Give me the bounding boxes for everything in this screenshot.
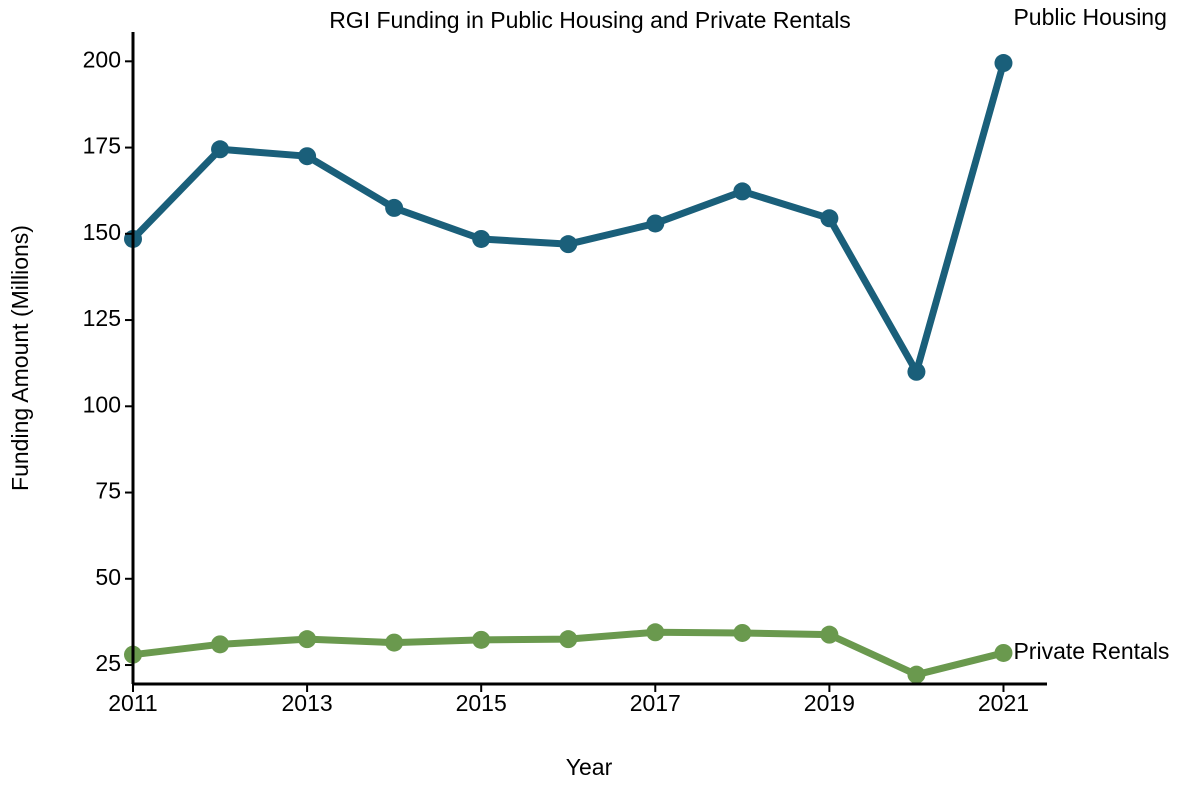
y-tick-label: 25	[95, 650, 121, 676]
y-tick-label: 100	[83, 391, 121, 417]
data-point	[994, 643, 1013, 662]
x-tick-label: 2013	[282, 690, 333, 716]
x-tick-label: 2019	[804, 690, 855, 716]
x-axis: 2011 2013 2015 2017 2019 2021	[108, 682, 1047, 716]
data-point	[211, 140, 230, 159]
y-tick-label: 125	[83, 305, 121, 331]
series-end-label: Public Housing	[1013, 4, 1166, 30]
x-axis-label: Year	[566, 754, 613, 780]
data-point	[298, 147, 317, 166]
data-point	[472, 229, 491, 248]
y-tick-label: 200	[83, 46, 121, 72]
data-point	[820, 625, 839, 644]
series-end-label: Private Rentals	[1013, 638, 1169, 664]
data-point	[646, 214, 665, 233]
data-point	[211, 635, 230, 654]
y-tick-label: 50	[95, 564, 121, 590]
data-point	[646, 623, 665, 642]
data-point	[820, 209, 839, 228]
data-point	[559, 630, 578, 649]
x-tick-label: 2021	[978, 690, 1029, 716]
data-point	[385, 633, 404, 652]
data-point	[385, 198, 404, 217]
series-line-0	[129, 59, 1007, 376]
x-tick-label: 2017	[630, 690, 681, 716]
y-tick-label: 150	[83, 219, 121, 245]
x-tick-label: 2011	[108, 690, 157, 716]
y-tick-label: 75	[95, 478, 121, 504]
data-point	[559, 235, 578, 254]
data-point	[994, 54, 1013, 73]
plot-area: Public Housing Private Rentals	[124, 4, 1169, 684]
data-point	[733, 623, 752, 642]
data-point	[907, 362, 926, 381]
data-point	[733, 182, 752, 201]
y-axis: 25 50 75 100 125 150 175 200	[83, 32, 135, 684]
y-tick-label: 175	[83, 133, 121, 159]
y-axis-label: Funding Amount (Millions)	[7, 225, 33, 491]
data-point	[907, 665, 926, 684]
x-tick-label: 2015	[456, 690, 507, 716]
data-point	[298, 630, 317, 649]
chart-title: RGI Funding in Public Housing and Privat…	[329, 7, 851, 33]
data-point	[472, 630, 491, 649]
